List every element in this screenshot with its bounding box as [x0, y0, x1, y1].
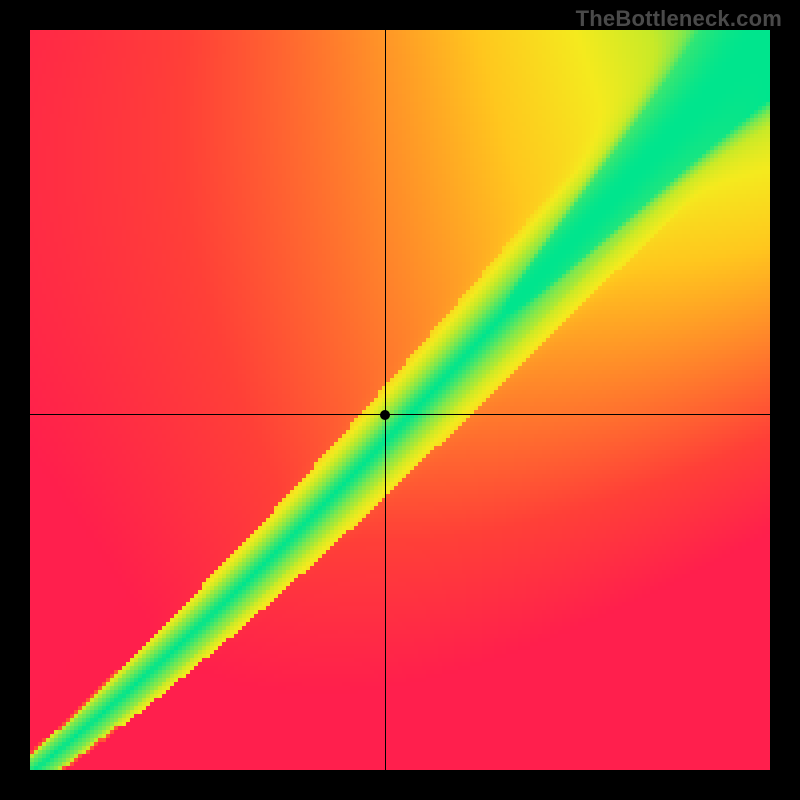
- crosshair-marker: [380, 410, 390, 420]
- watermark-text: TheBottleneck.com: [576, 6, 782, 32]
- figure-frame: TheBottleneck.com: [0, 0, 800, 800]
- plot-area: [30, 30, 770, 770]
- crosshair-horizontal: [30, 414, 770, 415]
- heatmap-canvas: [30, 30, 770, 770]
- crosshair-vertical: [385, 30, 386, 770]
